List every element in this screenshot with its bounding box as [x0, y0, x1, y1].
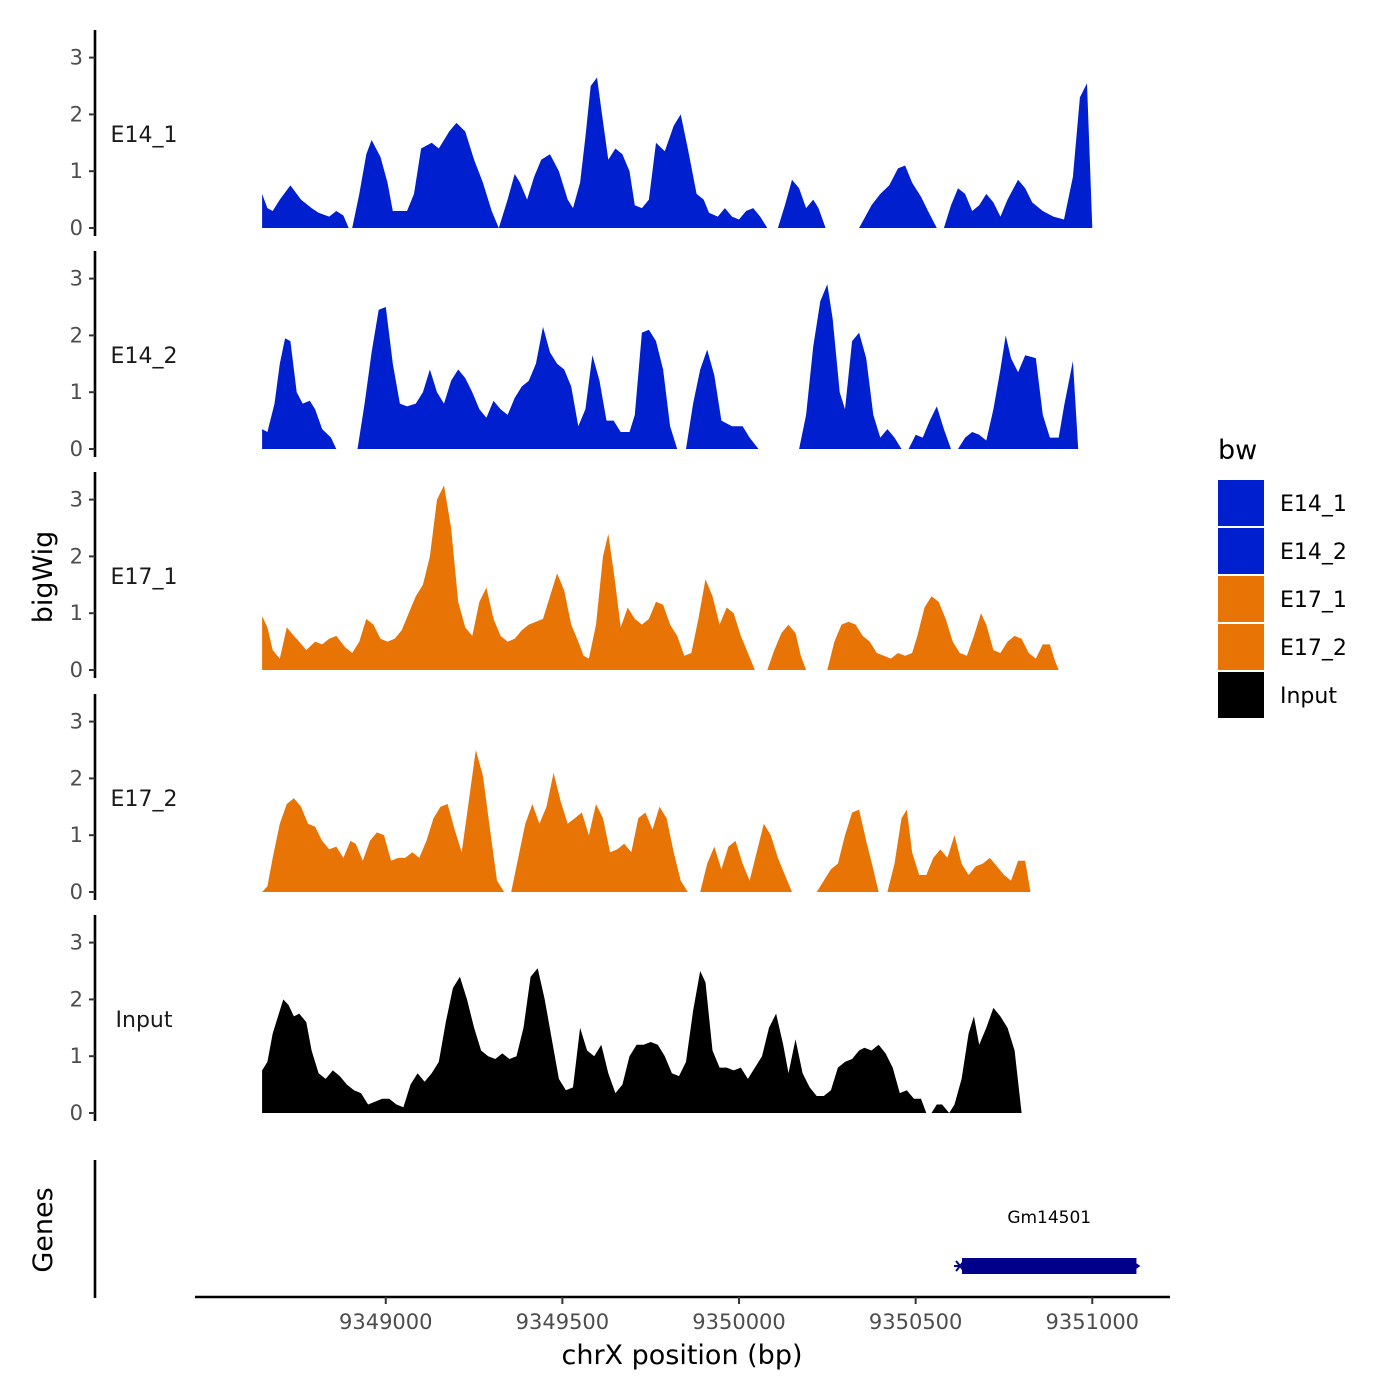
signal-area — [931, 1104, 950, 1113]
legend-swatch — [1218, 480, 1264, 526]
legend-label: E14_1 — [1280, 492, 1347, 517]
signal-area — [799, 284, 902, 449]
signal-area — [908, 406, 951, 449]
legend-label: E17_1 — [1280, 588, 1347, 613]
signal-area — [262, 968, 927, 1113]
legend-item-input: Input — [1218, 672, 1337, 718]
track-label: E14_2 — [111, 344, 178, 369]
track-e17-1: 0 1 2 3 E17_1 — [70, 472, 1059, 682]
y-tick-label: 0 — [70, 1101, 83, 1125]
x-tick-label: 9351000 — [1046, 1310, 1140, 1334]
legend-item-e17-2: E17_2 — [1218, 624, 1347, 670]
tracks-layer: 0 1 2 3 E14_1 0 1 2 3 E14_2 0 1 2 3 E17_1 0 1 2 3 E17_2 0 1 2 3… — [70, 30, 1093, 1125]
signal-area — [887, 809, 1031, 892]
signal-area — [498, 77, 768, 228]
y-tick-label: 3 — [70, 931, 83, 955]
y-tick-label: 0 — [70, 216, 83, 240]
signal-area — [511, 772, 688, 892]
y-tick-label: 3 — [70, 46, 83, 70]
signal-area — [943, 83, 1093, 228]
signal-area — [262, 338, 337, 449]
track-e14-1: 0 1 2 3 E14_1 — [70, 30, 1093, 240]
x-axis-title: chrX position (bp) — [561, 1340, 802, 1371]
y-tick-label: 0 — [70, 658, 83, 682]
x-tick-label: 9350000 — [692, 1310, 786, 1334]
y-axis-title: bigWig — [28, 531, 59, 624]
gene-end-marker — [1134, 1262, 1141, 1270]
signal-area — [816, 809, 879, 892]
gene-body — [962, 1258, 1137, 1274]
legend-swatch — [1218, 672, 1264, 718]
signal-area — [777, 179, 826, 228]
signal-area — [262, 750, 505, 892]
track-e14-2: 0 1 2 3 E14_2 — [70, 251, 1079, 461]
legend-item-e14-1: E14_1 — [1218, 480, 1347, 526]
y-tick-label: 2 — [70, 544, 83, 568]
genes-layer: Gm14501 — [93, 1160, 1141, 1298]
legend-item-e17-1: E17_1 — [1218, 576, 1347, 622]
y-tick-label: 1 — [70, 823, 83, 847]
y-tick-label: 1 — [70, 159, 83, 183]
y-tick-label: 2 — [70, 766, 83, 790]
track-label: E17_2 — [111, 787, 178, 812]
legend: E14_1 E14_2 E17_1 E17_2 Input — [1218, 480, 1347, 718]
gene-label: Gm14501 — [1007, 1208, 1091, 1228]
signal-area — [827, 596, 1059, 670]
legend-swatch — [1218, 528, 1264, 574]
legend-item-e14-2: E14_2 — [1218, 528, 1347, 574]
signal-area — [958, 335, 1079, 449]
track-input: 0 1 2 3 Input — [70, 915, 1022, 1125]
track-label: E17_1 — [111, 565, 178, 590]
y-tick-label: 2 — [70, 323, 83, 347]
signal-area — [686, 349, 759, 449]
legend-title: bw — [1218, 435, 1257, 466]
track-e17-2: 0 1 2 3 E17_2 — [70, 694, 1031, 904]
y-tick-label: 0 — [70, 880, 83, 904]
y-tick-label: 0 — [70, 437, 83, 461]
x-tick-label: 9350500 — [869, 1310, 963, 1334]
y-tick-label: 3 — [70, 710, 83, 734]
signal-area — [352, 122, 499, 228]
signal-area — [859, 165, 937, 228]
signal-area — [767, 624, 807, 670]
y-tick-label: 3 — [70, 267, 83, 291]
x-axis: 9349000 9349500 9350000 9350500 9351000 — [195, 1295, 1170, 1334]
signal-area — [357, 307, 678, 449]
signal-area — [262, 485, 755, 670]
x-tick-label: 9349500 — [516, 1310, 610, 1334]
y-tick-label: 2 — [70, 102, 83, 126]
y-tick-label: 2 — [70, 987, 83, 1011]
y-tick-label: 1 — [70, 601, 83, 625]
legend-swatch — [1218, 576, 1264, 622]
signal-area — [262, 185, 349, 228]
y-tick-label: 1 — [70, 1044, 83, 1068]
signal-area — [949, 1007, 1022, 1113]
gene-strand-marker — [955, 1260, 965, 1272]
legend-label: E17_2 — [1280, 636, 1347, 661]
x-tick-label: 9349000 — [339, 1310, 433, 1334]
signal-area — [700, 823, 792, 892]
legend-label: Input — [1280, 684, 1337, 709]
y-tick-label: 1 — [70, 380, 83, 404]
gene-gm14501: Gm14501 — [954, 1208, 1141, 1274]
track-label: E14_1 — [111, 123, 178, 148]
track-label: Input — [116, 1008, 173, 1033]
legend-label: E14_2 — [1280, 540, 1347, 565]
genes-axis-title: Genes — [28, 1187, 59, 1272]
legend-swatch — [1218, 624, 1264, 670]
y-tick-label: 3 — [70, 488, 83, 512]
